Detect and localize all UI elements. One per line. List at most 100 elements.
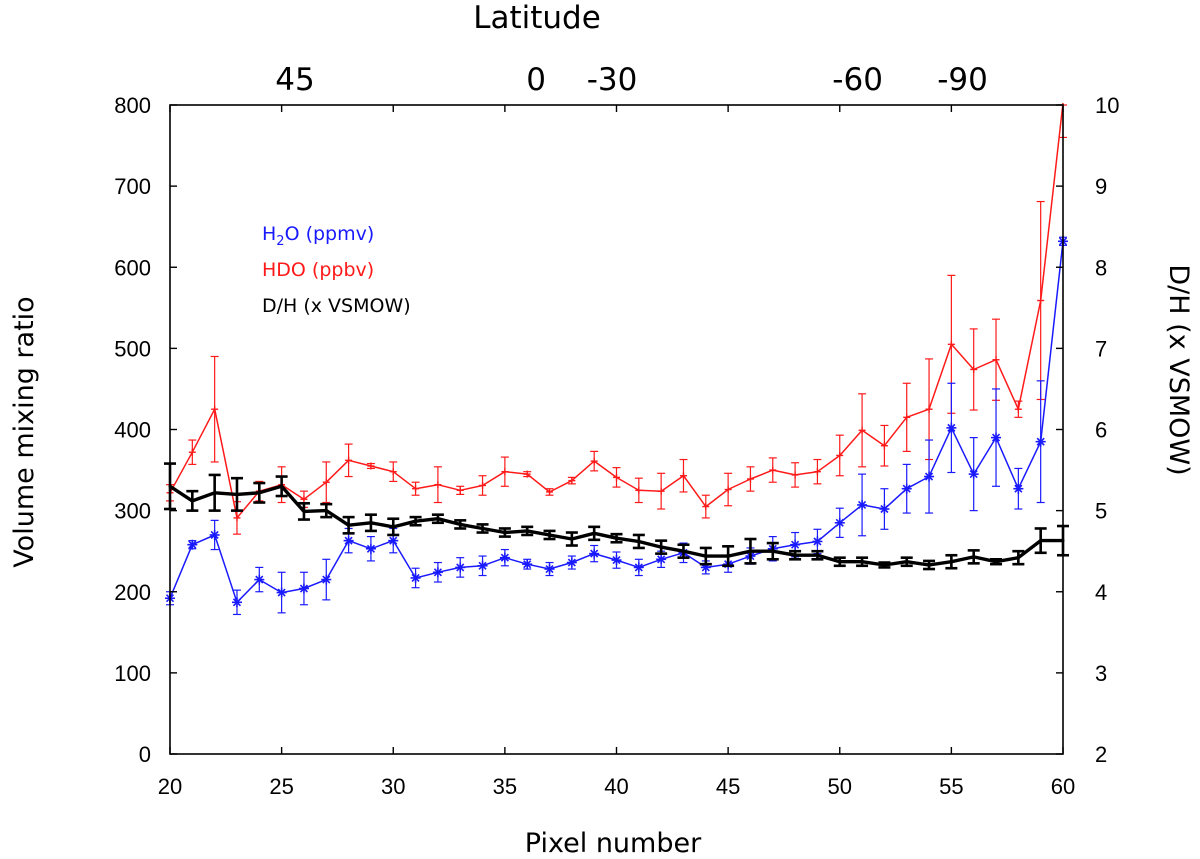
- data-point: [213, 491, 217, 495]
- y-axis-title: Volume mixing ratio: [9, 296, 40, 567]
- data-point: [968, 469, 979, 480]
- legend-entry-hdo: HDO (ppbv): [262, 259, 374, 281]
- data-point: [927, 563, 931, 567]
- data-point: [481, 526, 485, 530]
- data-point: [905, 560, 909, 564]
- data-point: [1035, 436, 1046, 447]
- data-point: [436, 517, 440, 521]
- data-point: [1039, 539, 1043, 543]
- data-point: [992, 356, 1000, 364]
- data-point: [568, 477, 576, 485]
- data-point: [1014, 405, 1022, 413]
- y2-tick-label: 2: [1095, 742, 1107, 767]
- x-tick-label: 45: [716, 774, 740, 799]
- data-point: [791, 471, 799, 479]
- data-point: [970, 365, 978, 373]
- data-point: [391, 525, 395, 529]
- data-point: [991, 432, 1002, 443]
- latitude-tick-label: -60: [832, 62, 883, 98]
- data-point: [546, 488, 554, 496]
- data-point: [879, 504, 890, 515]
- data-point: [901, 483, 912, 494]
- x-tick-label: 35: [493, 774, 517, 799]
- y2-axis-title: D/H (x VSMOW): [1163, 264, 1194, 475]
- data-point: [592, 531, 596, 535]
- data-point: [479, 481, 487, 489]
- data-point: [365, 543, 376, 554]
- data-point: [834, 517, 845, 528]
- data-point: [322, 478, 330, 486]
- data-point: [659, 545, 663, 549]
- data-point: [724, 486, 732, 494]
- data-point: [793, 553, 797, 557]
- data-point: [434, 481, 442, 489]
- latitude-tick-label: 45: [275, 62, 314, 98]
- data-point: [389, 468, 397, 476]
- y-tick-label: 800: [114, 93, 151, 118]
- y2-tick-label: 5: [1095, 499, 1107, 524]
- data-point: [924, 471, 935, 482]
- data-point: [347, 523, 351, 527]
- y2-tick-label: 7: [1095, 336, 1107, 361]
- data-point: [857, 499, 868, 510]
- data-point: [633, 562, 644, 573]
- data-point: [477, 560, 488, 571]
- data-point: [231, 597, 242, 608]
- x-axis-title: Pixel number: [525, 828, 702, 859]
- series-h2o-ppmv-: [165, 236, 1068, 616]
- data-point: [233, 514, 241, 522]
- data-point: [369, 521, 373, 525]
- series-hdo-ppbv-: [166, 102, 1067, 535]
- data-point: [302, 509, 306, 513]
- data-point: [570, 537, 574, 541]
- data-point: [345, 456, 353, 464]
- data-point: [637, 539, 641, 543]
- data-point: [458, 522, 462, 526]
- data-point: [589, 548, 600, 559]
- data-point: [503, 531, 507, 535]
- data-point: [235, 492, 239, 496]
- y2-tick-label: 10: [1095, 93, 1119, 118]
- y2-tick-label: 8: [1095, 255, 1107, 280]
- x-tick-label: 25: [269, 774, 293, 799]
- data-point: [994, 560, 998, 564]
- data-point: [188, 448, 196, 456]
- data-point: [860, 560, 864, 564]
- data-point: [880, 442, 888, 450]
- axis-ticks: 20 25 30 35 40 45 50 55 600100200300400500600700…: [114, 62, 1119, 799]
- data-point: [656, 554, 667, 565]
- data-point: [679, 472, 687, 480]
- data-point: [812, 536, 823, 547]
- data-point: [432, 567, 443, 578]
- data-point: [882, 563, 886, 567]
- data-point: [499, 552, 510, 563]
- data-point: [1016, 556, 1020, 560]
- legend-entry-h2o: H2O (ppmv): [262, 223, 374, 249]
- data-point: [635, 486, 643, 494]
- data-point: [388, 535, 399, 546]
- y-tick-label: 0: [139, 742, 151, 767]
- y-tick-label: 500: [114, 336, 151, 361]
- data-point: [367, 462, 375, 470]
- legend: H2O (ppmv) HDO (ppbv) D/H (x VSMOW): [262, 223, 411, 317]
- data-point: [343, 535, 354, 546]
- data-point: [946, 422, 957, 433]
- y-tick-label: 200: [114, 580, 151, 605]
- x-tick-label: 20: [158, 774, 182, 799]
- data-point: [704, 554, 708, 558]
- data-point: [522, 559, 533, 570]
- data-point: [590, 457, 598, 465]
- series-layer: [164, 102, 1069, 616]
- data-point: [501, 468, 509, 476]
- y-tick-label: 600: [114, 255, 151, 280]
- y2-tick-label: 4: [1095, 580, 1107, 605]
- data-point: [525, 529, 529, 533]
- data-point: [324, 509, 328, 513]
- data-point: [748, 549, 752, 553]
- data-point: [1013, 483, 1024, 494]
- data-point: [615, 536, 618, 540]
- data-point: [211, 405, 219, 413]
- data-point: [209, 529, 220, 540]
- data-point: [838, 560, 842, 564]
